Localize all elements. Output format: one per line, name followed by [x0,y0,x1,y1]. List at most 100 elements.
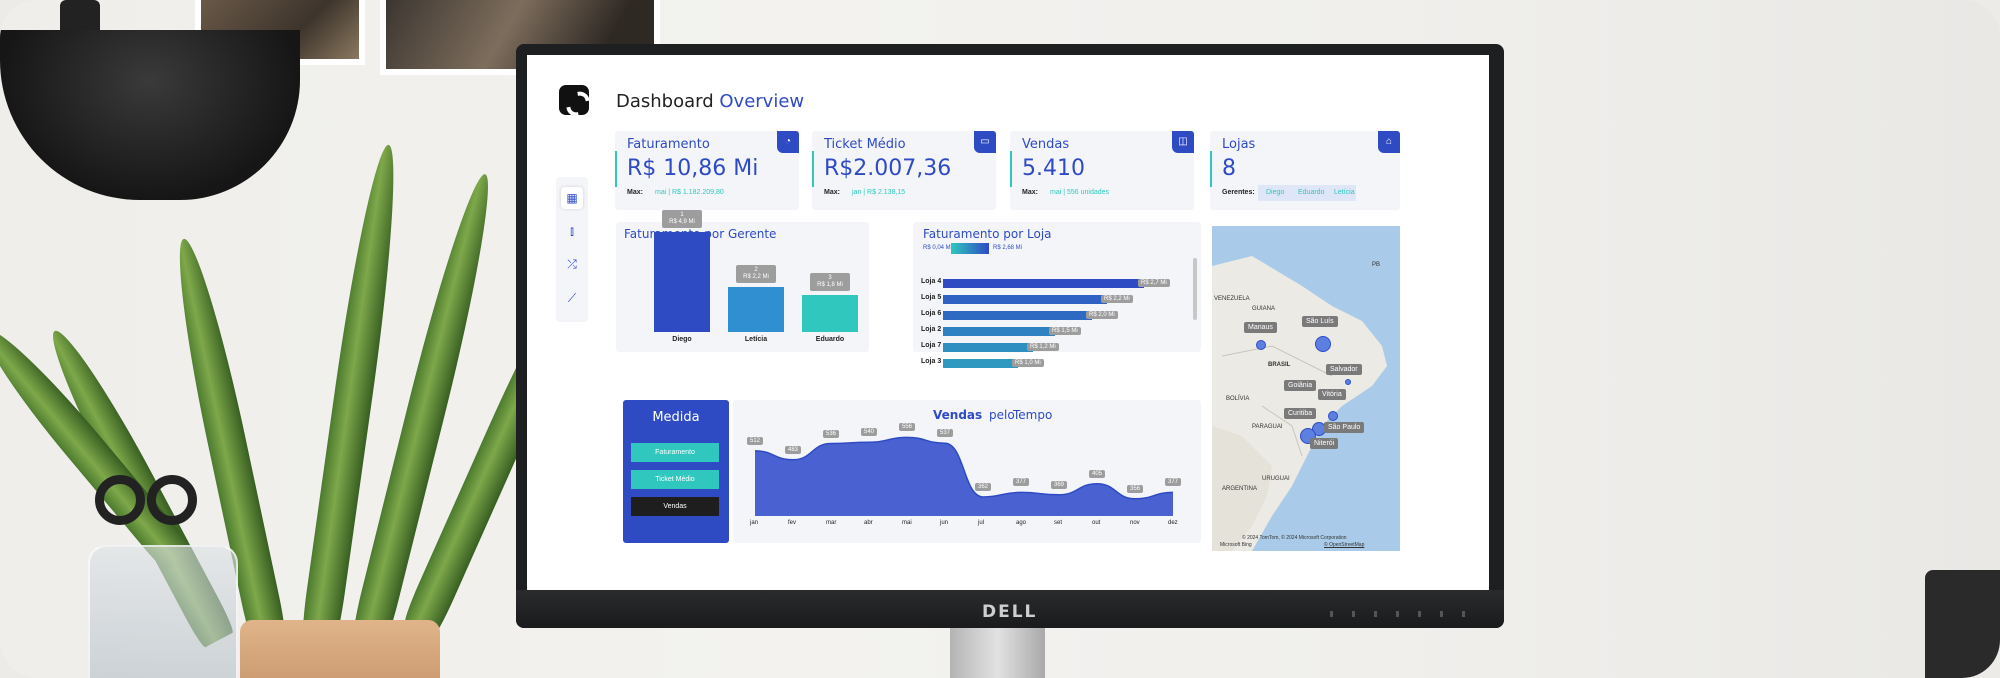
chart-title-text: pelo [989,408,1015,422]
map-bubble[interactable] [1256,340,1266,350]
map-city-label: Manaus [1244,322,1277,333]
manager-revenue-chart: Faturamento por Gerente 1R$ 4,9 MiDiego2… [616,210,869,352]
kpi-card-vendas: Vendas 5.410 Max: mai | 556 unidades ◫ [1010,131,1194,210]
map-label: VENEZUELA [1214,296,1250,302]
bar [943,359,1018,368]
data-label: 369 [1051,480,1068,489]
map-label: BRASIL [1268,362,1291,368]
map-terms-link[interactable]: © OpenStreetMap [1324,542,1365,548]
manager-item[interactable]: Diego [1266,189,1285,196]
measure-option-faturamento[interactable]: Faturamento [631,443,719,462]
area-plot [754,436,1174,516]
sales-over-time-chart: Vendas pelo Tempo 512 jan 483 fev 536 mar 540 a… [733,400,1201,543]
bar [943,327,1055,336]
chart-title: Faturamento por Loja [923,227,1052,241]
bar [728,287,784,332]
map-label: BOLÍVIA [1226,396,1250,402]
data-label: 512 [747,436,764,445]
map-city-label: Vitória [1318,389,1346,400]
data-label: 356 [1127,484,1144,493]
kpi-max-label: Max: [1022,189,1038,196]
data-label: 377 [1013,478,1030,487]
map-city-label: Goiânia [1284,380,1317,391]
data-label: 2 R$ 2,2 Mi [736,265,776,283]
kpi-value: 5.410 [1022,156,1085,181]
kpi-accent [1010,151,1012,187]
kpi-max-value: jan | R$ 2.138,15 [852,189,906,196]
map-label: URUGUAI [1262,476,1290,482]
chart-title-text-end: Tempo [1013,408,1053,422]
desk-device [1925,570,2000,678]
data-label: 537 [937,429,954,438]
grid-icon[interactable]: ▦ [561,187,583,209]
chart-title-measure: Vendas [933,408,983,422]
map-label: PARAGUAI [1252,424,1283,430]
side-navigation: ▦ ⫾ ⤮ ⟋ [556,177,588,322]
x-tick-label: abr [864,520,873,526]
store-map[interactable]: PB VENEZUELA GUIANA BRASIL BOLÍVIA PARAG… [1212,226,1400,551]
monitor-brand-logo: DELL [982,602,1038,622]
page-title-emphasis: Overview [719,91,805,112]
map-bubble[interactable] [1345,379,1351,385]
bag-icon: ◫ [1172,131,1194,153]
map-brand: Microsoft Bing [1220,542,1252,548]
line-series [754,436,1174,500]
map-bubble[interactable] [1328,411,1338,421]
x-tick-label: nov [1130,520,1140,526]
data-label: 377 [1165,478,1182,487]
legend-min-label: R$ 0,04 Mi [923,245,953,251]
app-logo [559,85,589,115]
manager-item[interactable]: Eduardo [1298,189,1325,196]
map-city-label: Niterói [1310,438,1339,449]
bar [802,295,858,332]
bar-chart-icon[interactable]: ⫾ [570,224,574,238]
slicer-title: Medida [652,410,700,425]
map-bubble[interactable] [1315,336,1331,352]
data-label: R$ 2,0 Mi [1086,311,1118,319]
data-label: 540 [861,428,878,437]
kpi-title: Ticket Médio [824,137,906,152]
measure-option-vendas[interactable]: Vendas [631,497,719,516]
x-tick-label: jun [940,520,949,526]
monitor-chin [516,590,1504,628]
category-label: Loja 6 [921,310,942,317]
data-label-rank: 1 [680,212,684,218]
data-label: 483 [785,445,802,454]
area-series [755,437,1173,516]
scissors [95,475,205,555]
chart-scrollbar[interactable] [1193,258,1197,320]
dashboard-screen: Dashboard Overview Faturamento R$ 10,86 … [527,55,1489,590]
category-label: Letícia [744,336,768,343]
data-label: 3 R$ 1,8 Mi [810,273,850,291]
map-city-label: São Luís [1302,316,1338,327]
managers-label: Gerentes: [1222,189,1255,196]
x-tick-label: dez [1168,520,1178,526]
manager-item[interactable]: Letícia [1334,189,1355,196]
kpi-accent [615,151,617,187]
plant-pot [240,620,440,678]
shuffle-icon[interactable]: ⤮ [567,257,577,271]
measure-option-ticket-medio[interactable]: Ticket Médio [631,470,719,489]
x-tick-label: mar [826,520,837,526]
measure-slicer: Medida Faturamento Ticket Médio Vendas [623,400,729,543]
kpi-title: Lojas [1222,137,1256,152]
category-label: Eduardo [815,336,845,343]
kpi-max-value: mai | 556 unidades [1050,189,1110,196]
data-label: R$ 1,0 Mi [1012,359,1044,367]
line-chart-icon[interactable]: ⟋ [567,291,577,305]
kpi-max-label: Max: [824,189,840,196]
kpi-card-ticket-medio: Ticket Médio R$2.007,36 Max: jan | R$ 2.… [812,131,996,210]
bar [943,295,1107,304]
category-label: Loja 2 [921,326,942,333]
bar [943,279,1144,288]
kpi-accent [812,151,814,187]
map-copyright: © 2024 TomTom, © 2024 Microsoft Corporat… [1242,535,1347,541]
data-label: 362 [975,482,992,491]
kpi-title: Faturamento [627,137,710,152]
bar [943,311,1092,320]
map-label: GUIANA [1252,306,1276,312]
x-tick-label: mai [902,520,912,526]
map-label: PB [1372,262,1381,268]
category-label: Loja 5 [921,294,942,301]
pen-jar [88,545,238,678]
